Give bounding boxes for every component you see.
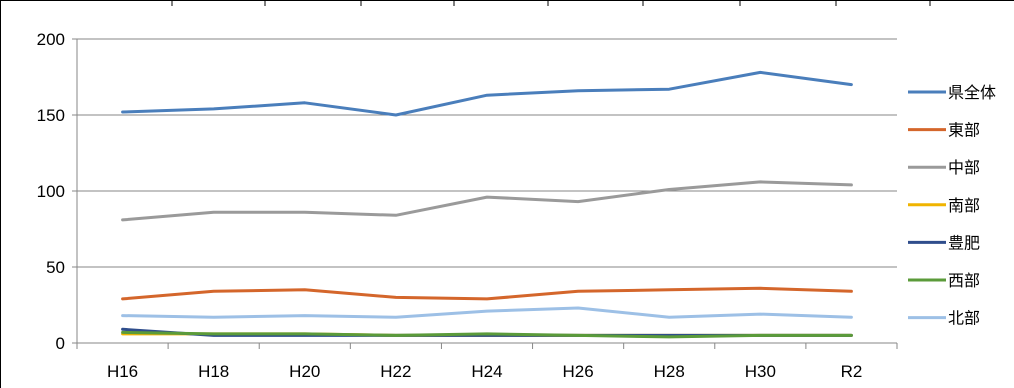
y-tick-label-50: 50 [46,258,65,277]
x-tick-label-H22: H22 [380,362,411,381]
series-lines [121,70,853,339]
x-tick-labels: H16 H18 H20 H22 H24 H26 H28 H30 R2 [107,362,862,381]
series-line-北部 [121,306,853,319]
series-line-中部 [121,180,853,222]
series-line-西部 [121,330,853,339]
axes [72,38,898,349]
series-line-東部 [121,286,853,301]
y-tick-label-0: 0 [56,334,65,353]
legend-label-県全体: 県全体 [948,83,996,102]
x-tick-label-H18: H18 [198,362,229,381]
x-tick-label-H30: H30 [745,362,776,381]
y-tick-labels: 0 50 100 150 200 [37,30,65,353]
x-tick-label-H26: H26 [563,362,594,381]
x-tick-label-H24: H24 [471,362,502,381]
x-tick-label-R2: R2 [841,362,863,381]
legend-label-西部: 西部 [948,271,980,290]
legend-label-南部: 南部 [948,196,980,215]
legend-label-北部: 北部 [948,309,980,328]
y-tick-label-200: 200 [37,30,65,49]
x-tick-label-H20: H20 [289,362,320,381]
top-tick-marks [171,0,931,6]
legend-label-東部: 東部 [948,121,980,140]
y-tick-label-150: 150 [37,106,65,125]
x-tick-label-H28: H28 [654,362,685,381]
y-tick-label-100: 100 [37,182,65,201]
series-line-県全体 [121,70,853,117]
gridlines [77,38,897,268]
legend-label-中部: 中部 [948,158,980,177]
x-tick-label-H16: H16 [107,362,138,381]
legend-label-豊肥: 豊肥 [948,233,980,252]
